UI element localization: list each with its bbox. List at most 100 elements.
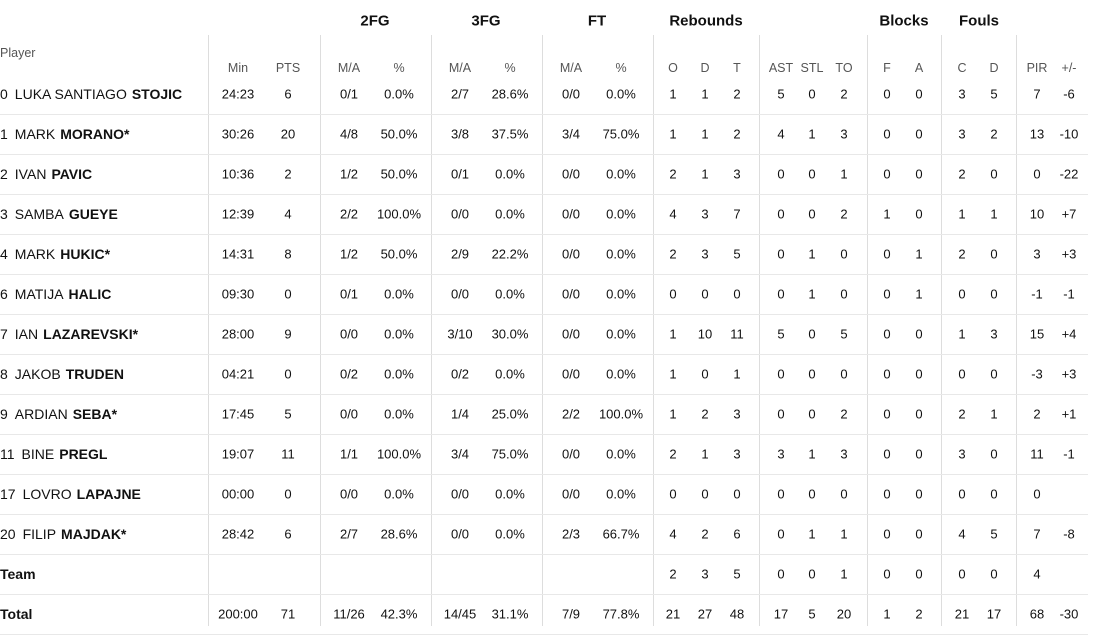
- last-name: HUKIC*: [60, 246, 111, 262]
- stat-cell: 3: [990, 326, 998, 342]
- stat-cell: 12:39: [221, 206, 255, 222]
- stat-cell: 0: [883, 326, 891, 342]
- stat-cell: 0/0: [561, 206, 581, 222]
- stat-cell: 0: [284, 486, 292, 502]
- stat-cell: 1: [883, 606, 891, 622]
- player-header: Player: [0, 46, 36, 60]
- group-header: Blocks: [879, 12, 929, 30]
- player-name: 3 SAMBA GUEYE: [0, 206, 118, 222]
- stat-cell: 0.0%: [495, 286, 525, 302]
- stat-cell: 0: [915, 566, 923, 582]
- stat-cell: 0: [777, 246, 785, 262]
- stat-cell: +3: [1061, 246, 1077, 262]
- stat-cell: 3: [840, 126, 848, 142]
- stat-cell: 0: [990, 486, 998, 502]
- stat-cell: 0: [990, 246, 998, 262]
- column-header: F: [883, 61, 891, 75]
- stat-cell: 3: [840, 446, 848, 462]
- stat-cell: 0: [990, 166, 998, 182]
- stat-cell: 3: [733, 406, 741, 422]
- stat-cell: 0: [883, 406, 891, 422]
- stat-cell: 1: [701, 86, 709, 102]
- stat-cell: 0: [777, 206, 785, 222]
- stat-cell: 28.6%: [380, 526, 418, 542]
- player-number: 1: [0, 126, 8, 142]
- stat-cell: 2: [915, 606, 923, 622]
- stat-cell: -6: [1063, 86, 1075, 102]
- column-separator: [941, 35, 942, 626]
- stat-cell: 100.0%: [376, 206, 422, 222]
- stat-cell: 11: [281, 446, 295, 462]
- stat-cell: 5: [733, 566, 741, 582]
- stat-cell: 48: [729, 606, 745, 622]
- column-header: D: [989, 61, 999, 75]
- stat-cell: 1: [669, 326, 677, 342]
- column-header: PTS: [275, 61, 301, 75]
- stat-cell: 4: [284, 206, 292, 222]
- stat-cell: 1: [701, 446, 709, 462]
- column-header: M/A: [448, 61, 472, 75]
- column-header: Min: [227, 61, 249, 75]
- stat-cell: 50.0%: [380, 246, 418, 262]
- stat-cell: 0.0%: [495, 366, 525, 382]
- stat-cell: 0.0%: [384, 366, 414, 382]
- stat-cell: -10: [1059, 126, 1079, 142]
- stat-cell: 0: [990, 366, 998, 382]
- column-header: +/-: [1061, 61, 1077, 75]
- stat-cell: 1: [840, 166, 848, 182]
- first-name: IAN: [14, 326, 39, 342]
- stat-cell: 0: [958, 566, 966, 582]
- last-name: TRUDEN: [65, 366, 125, 382]
- stat-cell: 1/2: [339, 166, 359, 182]
- first-name: MATIJA: [14, 286, 64, 302]
- player-number: 2: [0, 166, 8, 182]
- player-number: 0: [0, 86, 8, 102]
- stat-cell: 1: [808, 526, 816, 542]
- stat-cell: +4: [1061, 326, 1077, 342]
- player-number: 3: [0, 206, 8, 222]
- stat-cell: 7: [1033, 526, 1041, 542]
- stat-cell: 0: [808, 206, 816, 222]
- stat-cell: 17: [773, 606, 789, 622]
- player-number: 17: [0, 486, 16, 502]
- stat-cell: 0: [284, 286, 292, 302]
- stat-cell: 0: [733, 286, 741, 302]
- stat-cell: 0/0: [561, 446, 581, 462]
- row-separator: [0, 514, 1088, 515]
- stat-cell: 4: [1033, 566, 1041, 582]
- stat-cell: 1: [990, 206, 998, 222]
- stat-cell: 0/1: [339, 286, 359, 302]
- stat-cell: 1: [669, 366, 677, 382]
- stat-cell: 20: [836, 606, 852, 622]
- stat-cell: 1: [808, 126, 816, 142]
- column-header: PIR: [1026, 61, 1048, 75]
- stat-cell: 6: [733, 526, 741, 542]
- first-name: BINE: [21, 446, 55, 462]
- stat-cell: 0.0%: [606, 446, 636, 462]
- stat-cell: 3/8: [450, 126, 470, 142]
- stat-cell: 04:21: [221, 366, 255, 382]
- stat-cell: 0: [958, 366, 966, 382]
- stat-cell: 0: [701, 486, 709, 502]
- stat-cell: 1: [958, 326, 966, 342]
- row-separator: [0, 194, 1088, 195]
- last-name: HALIC: [68, 286, 112, 302]
- player-number: 20: [0, 526, 16, 542]
- stat-cell: 4: [958, 526, 966, 542]
- stat-cell: 3: [701, 566, 709, 582]
- stat-cell: 2: [669, 446, 677, 462]
- stat-cell: 5: [808, 606, 816, 622]
- stat-cell: 0/0: [561, 166, 581, 182]
- stat-cell: 0.0%: [606, 166, 636, 182]
- stat-cell: 100.0%: [598, 406, 644, 422]
- stat-cell: 5: [733, 246, 741, 262]
- stat-cell: -3: [1031, 366, 1043, 382]
- stat-cell: 1: [915, 246, 923, 262]
- stat-cell: 3: [701, 206, 709, 222]
- group-header: 3FG: [471, 12, 501, 30]
- stat-cell: 20: [280, 126, 296, 142]
- stat-cell: 7/9: [561, 606, 581, 622]
- stat-cell: 0: [777, 366, 785, 382]
- stat-cell: 0: [883, 446, 891, 462]
